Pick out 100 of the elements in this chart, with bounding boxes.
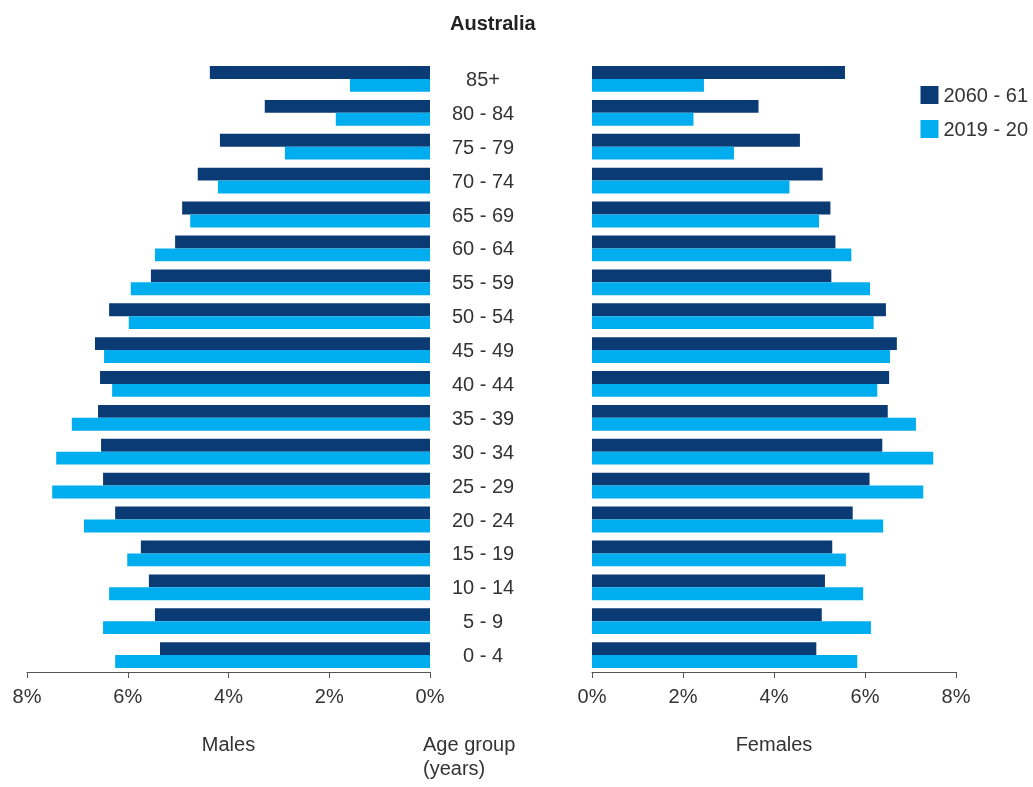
x-axis-title: Females	[735, 733, 813, 755]
y-tick-label: 60 - 64	[451, 237, 515, 260]
y-tick-label: 50 - 54	[451, 305, 515, 328]
bar	[175, 235, 430, 249]
bar	[592, 99, 759, 113]
bar	[592, 383, 878, 397]
bar	[140, 540, 430, 554]
bar	[592, 146, 734, 160]
bar	[101, 438, 430, 452]
bar	[56, 451, 430, 465]
bar	[52, 485, 430, 499]
bar	[103, 621, 430, 635]
bar	[209, 66, 430, 79]
bar	[128, 316, 430, 330]
y-tick-label: 70 - 74	[451, 169, 515, 192]
bar	[109, 587, 430, 601]
bar	[182, 201, 430, 215]
bar	[592, 214, 820, 228]
bar	[592, 201, 831, 215]
y-tick-label: 5 - 9	[462, 610, 504, 633]
y-tick-label: 15 - 19	[451, 542, 515, 565]
bar	[592, 235, 836, 249]
bar	[592, 472, 870, 486]
legend-label: 2060 - 61	[943, 84, 1028, 106]
bar	[592, 587, 864, 601]
bar	[98, 404, 430, 418]
bar	[592, 269, 832, 283]
bar	[592, 519, 884, 533]
bar	[115, 506, 430, 520]
bar	[219, 133, 430, 147]
bar	[592, 303, 886, 317]
x-tick-label: 8%	[941, 685, 971, 707]
y-tick-label: 30 - 34	[451, 440, 515, 463]
y-tick-label: 20 - 24	[451, 508, 515, 531]
bar	[115, 655, 430, 668]
bar	[592, 608, 822, 622]
bar	[592, 506, 853, 520]
bar	[592, 66, 845, 79]
bar	[592, 655, 858, 668]
y-axis-title: Age group (years)	[423, 733, 521, 779]
bar	[130, 282, 430, 296]
bar	[154, 608, 430, 622]
bar	[71, 417, 430, 431]
bar	[95, 337, 430, 351]
y-tick-label: 10 - 14	[451, 576, 515, 599]
x-tick-label: 2%	[314, 685, 344, 707]
bar	[592, 451, 934, 465]
bar	[592, 248, 852, 262]
bar	[159, 642, 430, 656]
y-tick-label: 45 - 49	[451, 339, 515, 362]
x-axis-title: Males	[201, 733, 256, 755]
bar	[264, 99, 430, 113]
bar	[592, 78, 704, 92]
bar	[592, 540, 833, 554]
bar	[592, 282, 871, 296]
bar	[154, 248, 430, 262]
x-tick-label: 4%	[759, 685, 789, 707]
x-tick-label: 0%	[415, 685, 445, 707]
bar	[592, 112, 694, 126]
bar	[103, 472, 430, 486]
y-tick-label: 75 - 79	[451, 135, 515, 158]
bar	[104, 350, 430, 363]
bar	[592, 167, 823, 181]
bar	[109, 303, 430, 317]
text: Australia	[450, 12, 537, 34]
legend-label: 2019 - 20	[943, 118, 1028, 140]
bar	[592, 438, 883, 452]
bar	[335, 112, 430, 126]
x-tick-label: 0%	[577, 685, 607, 707]
y-tick-label: 35 - 39	[451, 406, 515, 429]
bar	[592, 133, 800, 147]
bar	[190, 214, 430, 228]
bar	[592, 316, 874, 330]
bar	[112, 383, 430, 397]
bar	[592, 485, 924, 499]
bar	[127, 553, 430, 567]
y-tick-label: 80 - 84	[451, 101, 515, 124]
bar	[284, 146, 430, 160]
y-tick-label: 0 - 4	[462, 644, 504, 667]
bar	[592, 371, 890, 384]
bar	[592, 350, 891, 363]
bar	[592, 574, 825, 588]
bar	[100, 371, 430, 384]
bar	[83, 519, 430, 533]
y-tick-label: 85+	[466, 67, 500, 90]
bar	[592, 180, 790, 194]
y-tick-label: 65 - 69	[451, 203, 515, 226]
bar	[592, 621, 871, 635]
bar	[150, 269, 430, 283]
x-tick-label: 6%	[113, 685, 143, 707]
y-tick-label: 40 - 44	[451, 372, 515, 395]
bar	[592, 553, 846, 567]
bar	[592, 337, 897, 351]
bar	[197, 167, 430, 181]
y-tick-label: 55 - 59	[451, 271, 515, 294]
bar	[217, 180, 430, 194]
x-tick-label: 2%	[668, 685, 698, 707]
y-tick-label: 25 - 29	[451, 474, 515, 497]
bar	[349, 78, 430, 92]
bar	[592, 417, 916, 431]
